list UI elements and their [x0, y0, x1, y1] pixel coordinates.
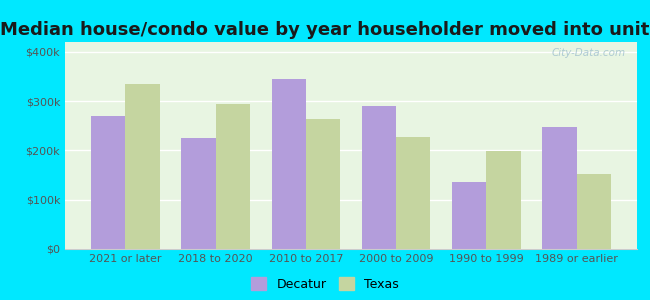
Text: City-Data.com: City-Data.com	[551, 48, 625, 58]
Bar	[272, 79, 306, 249]
Bar	[362, 106, 396, 249]
Bar	[486, 152, 521, 249]
Bar	[181, 138, 216, 249]
Bar	[125, 84, 160, 249]
Bar	[91, 116, 125, 249]
Bar	[542, 127, 577, 249]
Text: Median house/condo value by year householder moved into unit: Median house/condo value by year househo…	[0, 21, 650, 39]
Legend: Decatur, Texas: Decatur, Texas	[252, 277, 398, 291]
Bar	[306, 119, 340, 249]
Bar	[216, 103, 250, 249]
Bar	[396, 136, 430, 249]
Bar	[452, 182, 486, 249]
Bar	[577, 174, 611, 249]
